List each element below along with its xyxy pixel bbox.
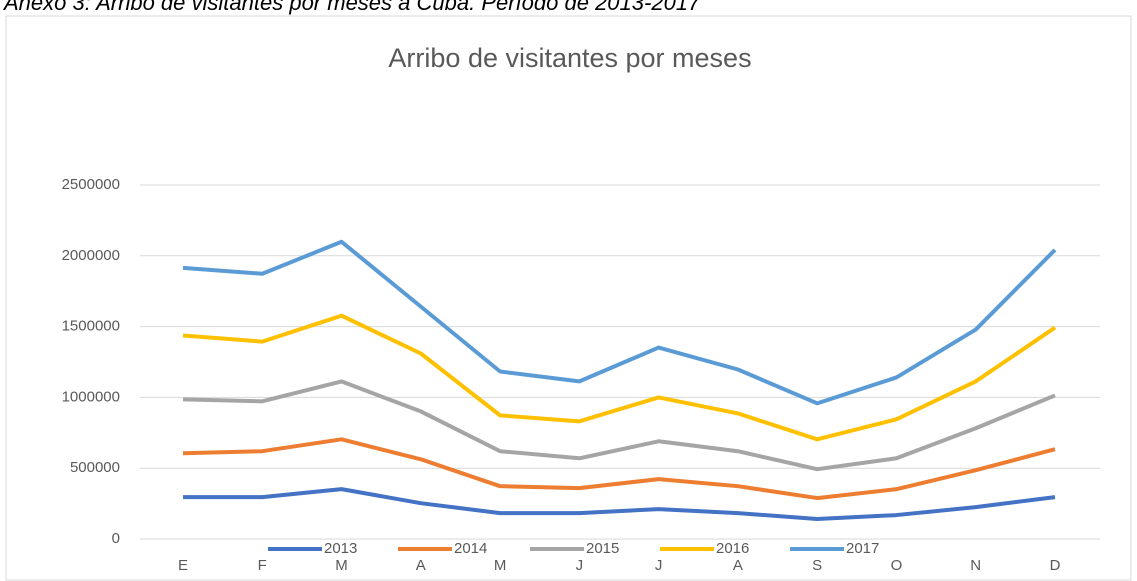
y-tick-label: 0 [112, 530, 120, 547]
x-tick-label: M [335, 557, 348, 574]
x-tick-label: J [655, 557, 663, 574]
x-tick-label: J [576, 557, 584, 574]
x-tick-label: D [1050, 557, 1061, 574]
caption: Anexo 3: Arribo de visitantes por meses … [2, 0, 701, 15]
line-series [182, 239, 1057, 406]
legend-label: 2013 [324, 540, 357, 557]
x-tick-label: O [891, 557, 903, 574]
line-series [182, 379, 1056, 472]
line-series [182, 313, 1057, 442]
chart-title: Arribo de visitantes por meses [388, 43, 751, 73]
x-tick-label: N [970, 557, 981, 574]
line-series [182, 437, 1056, 501]
y-tick-label: 1500000 [62, 318, 120, 335]
x-tick-label: F [258, 557, 267, 574]
line-series [183, 487, 1056, 522]
x-tick-label: M [494, 557, 507, 574]
x-tick-label: S [812, 557, 822, 574]
x-tick-label: A [416, 557, 426, 574]
x-tick-label: A [733, 557, 743, 574]
legend-label: 2016 [716, 540, 749, 557]
y-tick-label: 2000000 [62, 247, 120, 264]
legend-label: 2017 [846, 540, 879, 557]
chart-frame [5, 15, 1132, 581]
legend-label: 2014 [454, 540, 487, 557]
y-tick-label: 2500000 [62, 176, 120, 193]
x-tick-label: E [178, 557, 188, 574]
legend-label: 2015 [586, 540, 619, 557]
y-tick-label: 1000000 [62, 388, 120, 405]
y-tick-label: 500000 [70, 459, 120, 476]
